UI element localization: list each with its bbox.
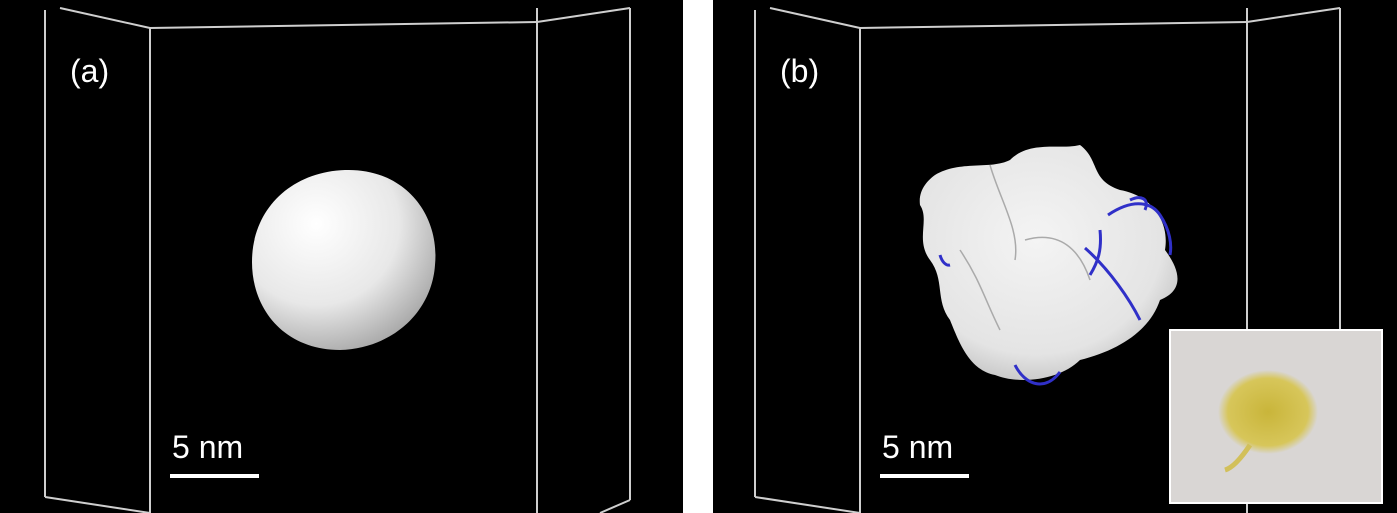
scale-bar [880,474,969,478]
panel-label: (b) [780,53,819,89]
scale-bar-label: 5 nm [172,429,243,465]
panel-b: (b) 5 nm [713,0,1397,513]
scale-bar-label: 5 nm [882,429,953,465]
inset-particle [1218,370,1318,454]
panel-label: (a) [70,53,109,89]
panel-a: (a) 5 nm [0,0,683,513]
figure: (a) 5 nm (b) 5 nm [0,0,1397,513]
inset [1170,330,1382,503]
scale-bar [170,474,259,478]
